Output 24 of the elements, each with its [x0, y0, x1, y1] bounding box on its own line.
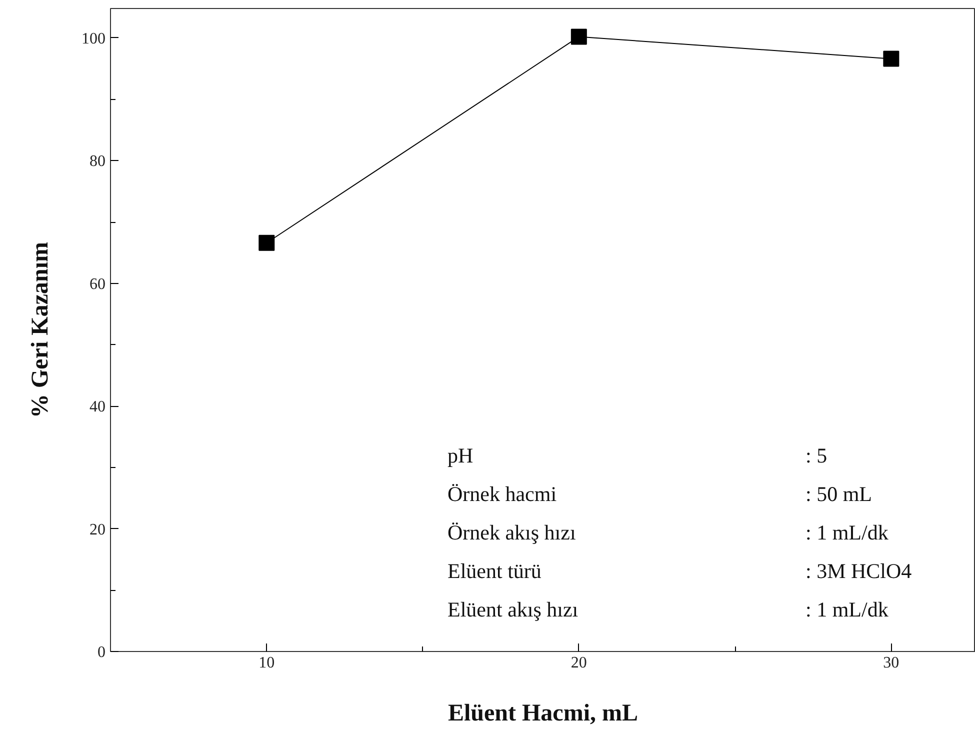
- annotation: : 1 mL/dk: [806, 598, 889, 622]
- annotation: Elüent türü: [448, 559, 542, 583]
- y-tick-label: 60: [90, 276, 106, 293]
- annotation: Örnek hacmi: [448, 482, 557, 506]
- point: [570, 28, 587, 45]
- y-tick-label: 100: [82, 30, 106, 48]
- x-tick-label: 10: [258, 654, 275, 672]
- annotation: : 50 mL: [806, 482, 872, 506]
- y-tick-label: 40: [90, 398, 106, 416]
- y-axis-title: % Geri Kazanım: [28, 242, 54, 418]
- annotation: : 1 mL/dk: [806, 520, 889, 544]
- annotation: : 3M HClO4: [806, 559, 912, 583]
- point: [883, 50, 900, 67]
- annotation: Elüent akış hızı: [448, 598, 578, 622]
- y-tick-label: 20: [90, 521, 106, 538]
- y-tick-label: 0: [98, 644, 106, 661]
- x-axis-title: Elüent Hacmi, mL: [448, 700, 638, 726]
- x-tick-label: 30: [883, 654, 900, 672]
- y-tick-label: 80: [90, 153, 106, 170]
- annotation: : 5: [806, 444, 828, 468]
- annotation: Örnek akış hızı: [448, 520, 576, 544]
- point: [258, 234, 275, 251]
- annotation: pH: [448, 444, 474, 468]
- x-tick-label: 20: [570, 654, 587, 672]
